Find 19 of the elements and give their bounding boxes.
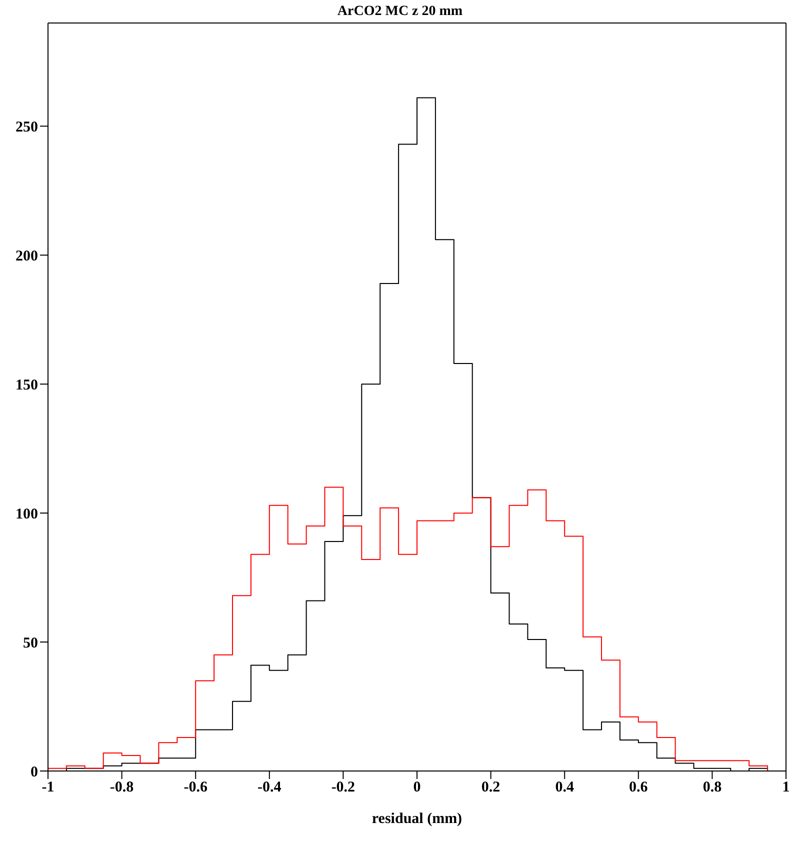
x-tick-label: 0.6 (629, 780, 648, 796)
x-tick-label: -0.6 (184, 780, 208, 796)
x-tick-label: 1 (782, 780, 790, 796)
chart-title: ArCO2 MC z 20 mm (336, 4, 464, 20)
x-tick-label: -0.2 (331, 780, 356, 796)
y-tick-label: 0 (30, 764, 38, 780)
y-tick-label: 250 (16, 119, 38, 136)
y-tick-label: 100 (16, 506, 38, 522)
y-tick-label: 150 (16, 377, 38, 394)
x-tick-label: -0.4 (258, 780, 282, 796)
x-tick-label: -0.8 (110, 780, 134, 796)
x-axis-title: residual (mm) (372, 811, 462, 827)
x-tick-label: 0.2 (481, 780, 500, 796)
x-tick-label: 0.4 (555, 780, 574, 796)
x-tick-label: 0 (413, 780, 421, 796)
y-tick-label: 50 (23, 635, 38, 652)
x-tick-label: 0.8 (702, 780, 722, 796)
y-tick-label: 200 (16, 248, 38, 264)
x-tick-label: -1 (42, 780, 54, 796)
